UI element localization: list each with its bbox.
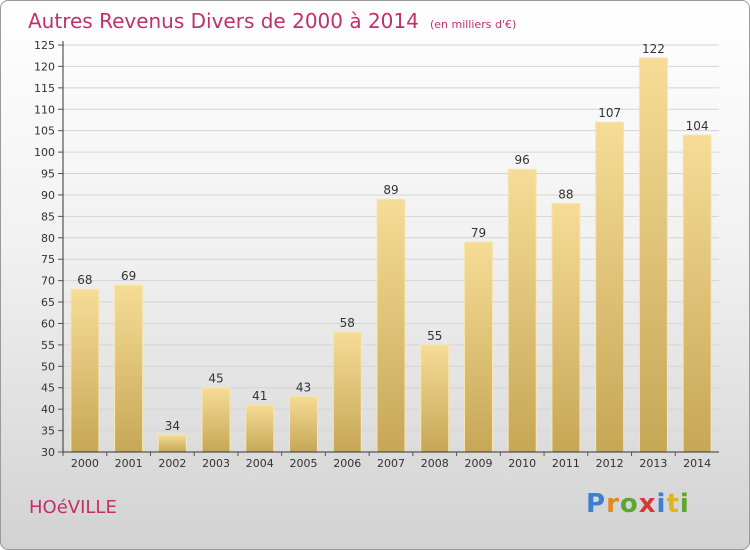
x-tick-label: 2007 — [377, 457, 405, 470]
y-tick-label: 45 — [41, 382, 55, 395]
bar — [157, 434, 187, 453]
y-tick-label: 95 — [41, 168, 55, 181]
x-tick-label: 2002 — [158, 457, 186, 470]
bar — [551, 203, 581, 453]
y-tick-label: 50 — [41, 360, 55, 373]
bar — [682, 134, 712, 453]
y-tick-label: 40 — [41, 403, 55, 416]
y-tick-label: 60 — [41, 317, 55, 330]
value-label: 41 — [252, 389, 267, 403]
y-tick-label: 65 — [41, 296, 55, 309]
bar — [332, 331, 362, 453]
y-tick-label: 125 — [34, 39, 55, 52]
logo-letter: t — [666, 489, 680, 519]
bar — [201, 387, 231, 453]
x-tick-label: 2012 — [596, 457, 624, 470]
bar — [507, 168, 537, 453]
x-tick-label: 2008 — [421, 457, 449, 470]
bar — [595, 121, 625, 453]
y-tick-label: 85 — [41, 210, 55, 223]
y-tick-label: 30 — [41, 446, 55, 459]
y-tick-label: 100 — [34, 146, 55, 159]
y-tick-label: 105 — [34, 125, 55, 138]
x-tick-label: 2000 — [71, 457, 99, 470]
bar — [463, 241, 493, 453]
value-label: 34 — [165, 419, 180, 433]
x-tick-label: 2004 — [246, 457, 274, 470]
value-label: 88 — [558, 188, 573, 202]
y-tick-label: 80 — [41, 232, 55, 245]
x-tick-label: 2009 — [464, 457, 492, 470]
x-tick-label: 2006 — [333, 457, 361, 470]
x-tick-label: 2011 — [552, 457, 580, 470]
x-tick-label: 2003 — [202, 457, 230, 470]
bar — [289, 395, 319, 453]
value-label: 107 — [598, 106, 621, 120]
x-tick-label: 2014 — [683, 457, 711, 470]
y-tick-label: 75 — [41, 253, 55, 266]
x-tick-label: 2010 — [508, 457, 536, 470]
value-label: 89 — [383, 183, 398, 197]
y-tick-label: 55 — [41, 339, 55, 352]
x-tick-label: 2005 — [290, 457, 318, 470]
value-label: 96 — [515, 153, 530, 167]
value-label: 43 — [296, 380, 311, 394]
chart-title: Autres Revenus Divers de 2000 à 2014 — [28, 9, 419, 33]
location-name: HOéVILLE — [29, 497, 117, 518]
x-tick-label: 2013 — [639, 457, 667, 470]
logo-letter: i — [656, 489, 667, 519]
y-tick-label: 70 — [41, 275, 55, 288]
logo-letter: P — [586, 489, 607, 519]
bar — [70, 288, 100, 453]
y-tick-label: 90 — [41, 189, 55, 202]
bar — [114, 284, 144, 453]
bar — [376, 198, 406, 453]
y-tick-label: 115 — [34, 82, 55, 95]
bars — [70, 57, 712, 453]
x-tick-labels: 2000 2001 2002 2003 2004 2005 2006 2007 2008 2009… — [62, 452, 711, 470]
value-labels: 68 69 34 45 41 43 58 89 55 79 96 88 107 122 104 — [77, 42, 708, 433]
bar — [245, 404, 275, 453]
y-tick-label: 35 — [41, 425, 55, 438]
x-tick-label: 2001 — [115, 457, 143, 470]
y-tick-labels: 30 35 40 45 50 55 60 65 70 75 80 85 90 95 100 105 110 115… — [34, 39, 55, 459]
value-label: 104 — [686, 119, 709, 133]
y-tick-label: 120 — [34, 60, 55, 73]
logo-letter: x — [638, 489, 657, 519]
value-label: 58 — [340, 316, 355, 330]
logo-letter: i — [679, 489, 690, 519]
logo-letter: r — [606, 489, 620, 519]
value-label: 122 — [642, 42, 665, 56]
value-label: 79 — [471, 226, 486, 240]
axes — [62, 41, 719, 453]
value-label: 69 — [121, 269, 136, 283]
value-label: 68 — [77, 273, 92, 287]
chart-title-group: Autres Revenus Divers de 2000 à 2014 (en… — [28, 9, 516, 33]
proxiti-logo: Proxiti — [586, 489, 690, 519]
value-label: 55 — [427, 329, 442, 343]
bar — [638, 57, 668, 453]
logo-letter: o — [619, 489, 639, 519]
y-tick-label: 110 — [34, 103, 55, 116]
chart-unit: (en milliers d'€) — [429, 18, 517, 31]
value-label: 45 — [208, 372, 223, 386]
bar — [420, 344, 450, 453]
